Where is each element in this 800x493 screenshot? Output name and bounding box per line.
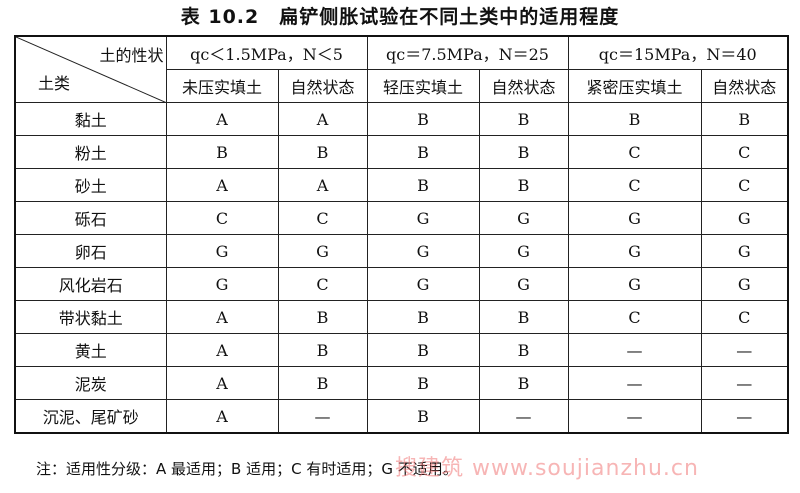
soil-type-cell: 黄土: [14, 333, 167, 367]
rating-cell: A: [165, 399, 279, 434]
group-header: qc＝7.5MPa，N＝25: [366, 35, 569, 70]
rating-cell: B: [366, 300, 480, 334]
table-row: 风化岩石 G C G G G G: [14, 267, 789, 301]
group-header: qc＝15MPa，N＝40: [567, 35, 789, 70]
corner-soil-label: 土类: [38, 74, 71, 93]
table-row: 黄土 A B B B — —: [14, 333, 789, 367]
rating-cell: C: [567, 135, 702, 169]
footnote: 注：适用性分级：A 最适用；B 适用；C 有时适用；G 不适用。: [36, 460, 458, 478]
rating-cell: A: [165, 333, 279, 367]
corner-header: 土的性状 土类: [14, 35, 167, 103]
rating-cell: —: [277, 399, 368, 434]
rating-cell: C: [567, 168, 702, 202]
rating-cell: C: [700, 300, 789, 334]
rating-cell: B: [478, 333, 569, 367]
rating-cell: —: [478, 399, 569, 434]
rating-cell: B: [478, 366, 569, 400]
rating-cell: G: [478, 267, 569, 301]
soil-type-cell: 卵石: [14, 234, 167, 268]
rating-cell: B: [366, 168, 480, 202]
rating-cell: B: [277, 333, 368, 367]
watermark: 搜建筑 www.soujianzhu.cn: [395, 456, 699, 481]
rating-cell: C: [165, 201, 279, 235]
rating-cell: B: [277, 135, 368, 169]
rating-cell: G: [366, 201, 480, 235]
rating-cell: B: [366, 102, 480, 136]
rating-cell: —: [700, 333, 789, 367]
rating-cell: C: [700, 168, 789, 202]
table-row: 卵石 G G G G G G: [14, 234, 789, 268]
table-row: 泥炭 A B B B — —: [14, 366, 789, 400]
rating-cell: —: [700, 399, 789, 434]
rating-cell: G: [567, 201, 702, 235]
rating-cell: C: [277, 201, 368, 235]
rating-cell: G: [567, 267, 702, 301]
rating-cell: C: [277, 267, 368, 301]
rating-cell: G: [478, 234, 569, 268]
rating-cell: G: [165, 267, 279, 301]
diagonal-line: [16, 37, 165, 102]
subheader-cell: 自然状态: [277, 69, 368, 103]
rating-cell: B: [700, 102, 789, 136]
rating-cell: G: [277, 234, 368, 268]
rating-cell: C: [567, 300, 702, 334]
rating-cell: B: [366, 399, 480, 434]
rating-cell: —: [700, 366, 789, 400]
rating-cell: —: [567, 366, 702, 400]
table-row: 砾石 C C G G G G: [14, 201, 789, 235]
soil-type-cell: 沉泥、尾矿砂: [14, 399, 167, 434]
soil-type-cell: 砂土: [14, 168, 167, 202]
rating-cell: B: [366, 333, 480, 367]
subheader-cell: 自然状态: [700, 69, 789, 103]
rating-cell: A: [165, 168, 279, 202]
soil-type-cell: 带状黏土: [14, 300, 167, 334]
rating-cell: A: [165, 300, 279, 334]
rating-cell: —: [567, 399, 702, 434]
rating-cell: —: [567, 333, 702, 367]
subheader-cell: 未压实填土: [165, 69, 279, 103]
table-row: 粉土 B B B B C C: [14, 135, 789, 169]
rating-cell: B: [478, 135, 569, 169]
rating-cell: A: [165, 366, 279, 400]
soil-type-cell: 砾石: [14, 201, 167, 235]
rating-cell: B: [478, 168, 569, 202]
rating-cell: B: [277, 300, 368, 334]
suitability-table: 土的性状 土类 qc＜1.5MPa，N＜5 qc＝7.5MPa，N＝25 qc＝…: [14, 35, 789, 434]
soil-type-cell: 风化岩石: [14, 267, 167, 301]
table-row: 带状黏土 A B B B C C: [14, 300, 789, 334]
rating-cell: A: [277, 168, 368, 202]
table-title: 表 10.2 扁铲侧胀试验在不同土类中的适用程度: [180, 6, 620, 28]
table-row: 黏土 A A B B B B: [14, 102, 789, 136]
rating-cell: G: [700, 267, 789, 301]
rating-cell: G: [567, 234, 702, 268]
rating-cell: B: [366, 366, 480, 400]
rating-cell: B: [567, 102, 702, 136]
subheader-cell: 紧密压实填土: [567, 69, 702, 103]
rating-cell: G: [366, 267, 480, 301]
soil-type-cell: 黏土: [14, 102, 167, 136]
rating-cell: G: [366, 234, 480, 268]
rating-cell: G: [700, 234, 789, 268]
rating-cell: A: [165, 102, 279, 136]
subheader-cell: 自然状态: [478, 69, 569, 103]
subheader-cell: 轻压实填土: [366, 69, 480, 103]
group-header: qc＜1.5MPa，N＜5: [165, 35, 368, 70]
rating-cell: G: [700, 201, 789, 235]
rating-cell: B: [478, 102, 569, 136]
rating-cell: C: [700, 135, 789, 169]
soil-type-cell: 泥炭: [14, 366, 167, 400]
rating-cell: B: [165, 135, 279, 169]
rating-cell: A: [277, 102, 368, 136]
rating-cell: B: [478, 300, 569, 334]
corner-property-label: 土的性状: [99, 46, 164, 65]
soil-type-cell: 粉土: [14, 135, 167, 169]
rating-cell: G: [478, 201, 569, 235]
rating-cell: G: [165, 234, 279, 268]
rating-cell: B: [277, 366, 368, 400]
rating-cell: B: [366, 135, 480, 169]
table-row: 砂土 A A B B C C: [14, 168, 789, 202]
table-row: 沉泥、尾矿砂 A — B — — —: [14, 399, 789, 434]
